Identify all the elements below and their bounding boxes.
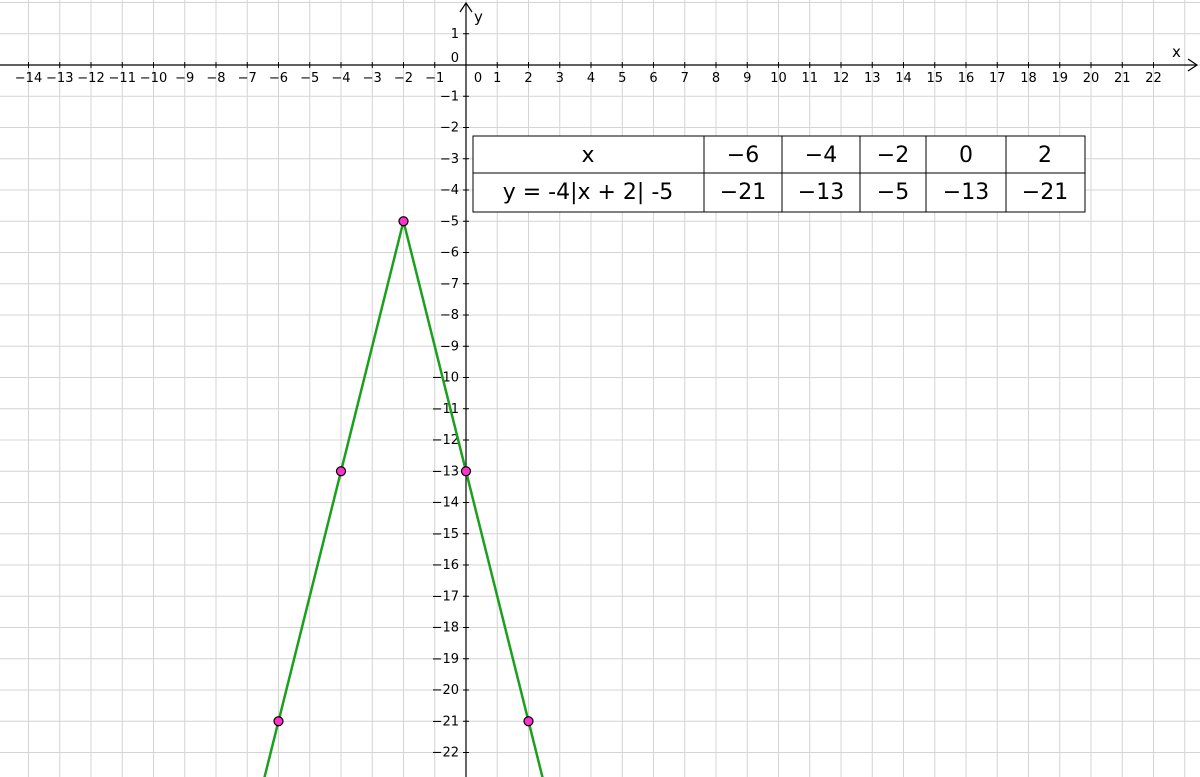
x-tick-label: −6 — [269, 71, 288, 86]
table-x-value: 0 — [959, 143, 973, 168]
x-tick-label: 21 — [1114, 71, 1131, 86]
x-tick-label: 5 — [618, 71, 626, 86]
x-tick-label: 10 — [770, 71, 787, 86]
x-tick-label: 3 — [556, 71, 564, 86]
table-x-value: −2 — [877, 143, 909, 168]
data-point — [523, 716, 534, 727]
table-x-value: −4 — [805, 143, 837, 168]
y-tick-label: −4 — [440, 183, 459, 198]
y-tick-label: −22 — [432, 746, 459, 761]
x-tick-label: −9 — [175, 71, 194, 86]
y-tick-label: −3 — [440, 152, 459, 167]
x-tick-label: 16 — [958, 71, 975, 86]
value-table-background — [472, 135, 1086, 213]
x-tick-label: 18 — [1020, 71, 1037, 86]
y-tick-label: 1 — [451, 27, 459, 42]
table-header-y-label: y = -4|x + 2| -5 — [503, 180, 674, 205]
x-tick-label: 22 — [1145, 71, 1162, 86]
x-tick-label: −5 — [300, 71, 319, 86]
x-tick-label: −11 — [109, 71, 136, 86]
x-axis-arrow — [1187, 58, 1199, 72]
y-tick-label: −15 — [432, 527, 459, 542]
y-tick-label: −10 — [432, 371, 459, 386]
y-tick-label: −20 — [432, 683, 459, 698]
y-tick-label: −2 — [440, 121, 459, 136]
tick-labels: −14 −13 −12 −11 −10 −9 −8 −7 −6 −5 −4 −3 −2 −1 0 1 2 3 4 5 6… — [15, 27, 1162, 761]
x-tick-label: 15 — [926, 71, 943, 86]
x-tick-label: 11 — [801, 71, 818, 86]
table-y-value: −13 — [798, 180, 844, 205]
table-y-value: −13 — [943, 180, 989, 205]
y-tick-label: −11 — [432, 402, 459, 417]
y-tick-label: 0 — [451, 51, 459, 66]
x-tick-label: 19 — [1051, 71, 1068, 86]
table-y-value: −21 — [1022, 180, 1068, 205]
x-tick-label: −13 — [46, 71, 73, 86]
table-header-x-label: x — [581, 143, 594, 168]
y-tick-label: −17 — [432, 589, 459, 604]
x-tick-label: 4 — [587, 71, 595, 86]
table-y-value: −5 — [877, 180, 909, 205]
y-tick-label: −16 — [432, 558, 459, 573]
x-tick-label: 1 — [493, 71, 501, 86]
x-tick-label: 14 — [895, 71, 912, 86]
x-tick-label: 2 — [524, 71, 532, 86]
value-table: x y = -4|x + 2| -5 −6 −4 −2 0 2 −21 −13 … — [472, 135, 1086, 213]
x-tick-label: 7 — [681, 71, 689, 86]
table-x-value: 2 — [1038, 143, 1052, 168]
x-tick-label: 20 — [1083, 71, 1100, 86]
y-tick-label: −18 — [432, 621, 459, 636]
x-axis-label: x — [1172, 43, 1181, 61]
data-points — [273, 216, 534, 727]
x-tick-label: −1 — [425, 71, 444, 86]
x-tick-label: −7 — [238, 71, 257, 86]
x-tick-label: −10 — [140, 71, 167, 86]
y-tick-label: −13 — [432, 464, 459, 479]
x-tick-label: −4 — [331, 71, 350, 86]
x-tick-label: 6 — [649, 71, 657, 86]
y-tick-label: −21 — [432, 714, 459, 729]
y-tick-label: −8 — [440, 308, 459, 323]
data-point — [460, 466, 472, 477]
y-tick-label: −19 — [432, 652, 459, 667]
x-tick-label: −8 — [206, 71, 225, 86]
y-tick-label: −9 — [440, 339, 459, 354]
y-axis-arrow — [459, 1, 473, 13]
data-point — [273, 716, 284, 727]
x-tick-label: −14 — [15, 71, 42, 86]
x-tick-label: −12 — [77, 71, 104, 86]
x-tick-label: 17 — [989, 71, 1006, 86]
y-tick-label: −1 — [440, 89, 459, 104]
y-tick-label: −5 — [440, 214, 459, 229]
table-y-value: −21 — [720, 180, 766, 205]
x-tick-label: 0 — [474, 71, 482, 86]
y-axis-label: y — [474, 8, 483, 26]
y-tick-label: −12 — [432, 433, 459, 448]
x-tick-label: 12 — [833, 71, 850, 86]
x-tick-label: 9 — [743, 71, 751, 86]
x-tick-label: −2 — [394, 71, 413, 86]
x-tick-label: 13 — [864, 71, 881, 86]
x-tick-label: 8 — [712, 71, 720, 86]
data-point — [335, 466, 347, 477]
data-point — [398, 216, 409, 227]
x-tick-label: −3 — [363, 71, 382, 86]
y-tick-label: −14 — [432, 496, 459, 511]
y-tick-label: −7 — [440, 277, 459, 292]
table-x-value: −6 — [727, 143, 759, 168]
y-tick-label: −6 — [440, 246, 459, 261]
